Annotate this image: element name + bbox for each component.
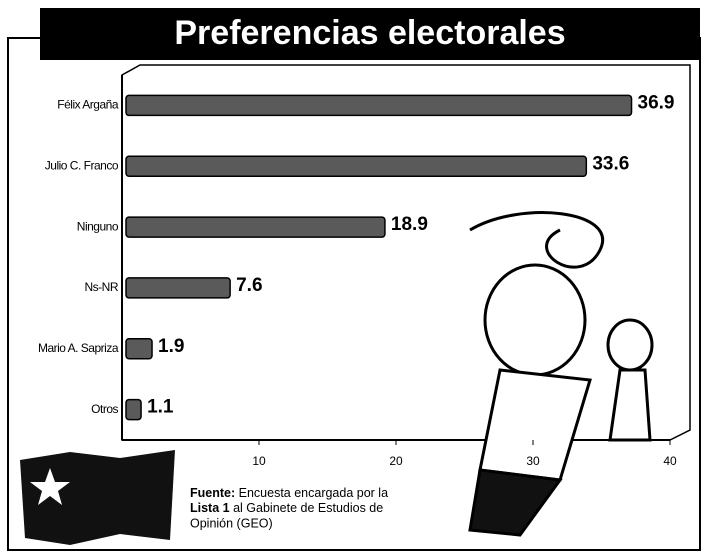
bar [125, 216, 386, 238]
title-banner [40, 8, 700, 60]
plot-area [121, 64, 691, 441]
source: Lista 1 al Gabinete de Estudios de [190, 501, 383, 515]
bar [125, 155, 588, 177]
value-label: 1.1 [147, 397, 174, 418]
source: Fuente: Encuesta encargada por la [190, 486, 388, 500]
x-tick-label: 10 [252, 454, 266, 468]
value-label: 33.6 [592, 153, 629, 174]
y-tick-label: Otros [91, 402, 118, 416]
bar [125, 398, 142, 421]
value-label: 36.9 [638, 92, 675, 113]
x-tick-label: 40 [663, 454, 677, 468]
source-label: Lista 1 [190, 501, 230, 515]
source-text: Opinión (GEO) [190, 516, 273, 530]
x-tick-label: 30 [526, 454, 540, 468]
bar [125, 277, 231, 299]
value-label: 7.6 [236, 275, 262, 296]
flag [20, 450, 175, 545]
value-label: 18.9 [391, 214, 428, 235]
y-tick-label: Ns-NR [85, 280, 119, 294]
flag-star [30, 468, 70, 505]
bar [125, 94, 633, 117]
source-text: Encuesta encargada por la [239, 486, 388, 500]
y-tick-label: Félix Argaña [57, 98, 119, 112]
source-text: al Gabinete de Estudios de [233, 501, 383, 515]
bar [125, 338, 153, 360]
x-tick-label: 20 [389, 454, 403, 468]
source-label: Fuente: [190, 486, 235, 500]
chart-title: Preferencias electorales [174, 14, 565, 52]
y-tick-label: Ninguno [77, 219, 119, 233]
value-label: 1.9 [158, 336, 184, 357]
cartoon [468, 211, 654, 537]
y-tick-label: Julio C. Franco [45, 158, 119, 172]
y-tick-label: Mario A. Sapriza [38, 341, 119, 355]
